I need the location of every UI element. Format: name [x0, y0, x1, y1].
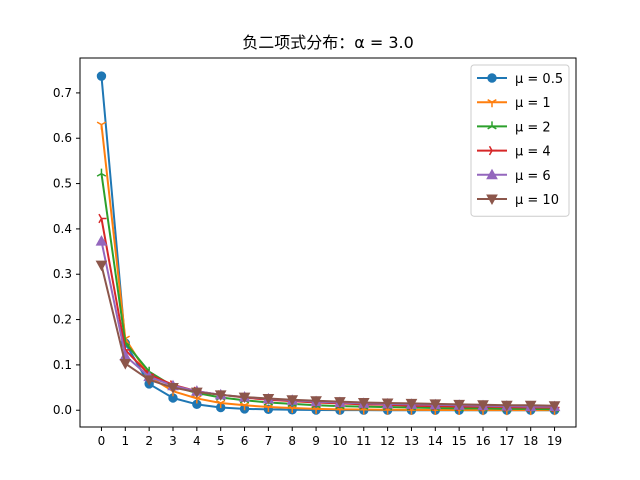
- data-point: [214, 390, 227, 401]
- data-point: [98, 213, 107, 224]
- legend-label: μ = 10: [515, 193, 559, 208]
- data-point: [190, 387, 203, 399]
- series-line: [100, 264, 555, 407]
- data-point: [96, 121, 107, 130]
- data-point: [487, 121, 497, 130]
- data-point: [405, 398, 418, 410]
- legend-item: μ = 10: [477, 193, 559, 208]
- data-point: [192, 395, 202, 404]
- y-tick-label: 0.3: [53, 267, 72, 281]
- x-tick-label: 19: [547, 434, 562, 448]
- x-tick-label: 9: [312, 434, 320, 448]
- data-point: [334, 397, 346, 408]
- legend: μ = 0.5 μ = 1 μ = 2 μ = 4 μ = 6 μ = 10: [470, 64, 570, 217]
- series-4: [98, 213, 560, 413]
- data-point: [429, 399, 442, 410]
- data-point: [143, 375, 156, 386]
- data-point: [286, 395, 299, 406]
- x-tick-label: 18: [523, 434, 538, 448]
- data-point: [167, 383, 179, 394]
- x-tick-label: 4: [193, 434, 201, 448]
- data-point: [95, 260, 108, 272]
- data-point: [262, 393, 275, 405]
- data-point: [487, 73, 497, 83]
- legend-label: μ = 4: [515, 145, 551, 160]
- legend-item: μ = 1: [477, 96, 551, 111]
- x-tick-label: 10: [332, 434, 347, 448]
- data-point: [96, 71, 107, 81]
- series-line: [100, 240, 555, 408]
- x-tick-label: 14: [428, 434, 443, 448]
- legend-item: μ = 2: [477, 120, 551, 135]
- data-point: [486, 194, 498, 206]
- legend-item: μ = 6: [477, 168, 551, 184]
- data-point: [486, 168, 498, 180]
- x-tick-label: 15: [452, 434, 467, 448]
- data-point: [453, 399, 466, 411]
- series-layer: [95, 71, 561, 416]
- data-point: [524, 400, 537, 412]
- x-tick-label: 1: [121, 434, 129, 448]
- y-tick-label: 0.0: [53, 403, 72, 417]
- data-point: [488, 145, 497, 156]
- x-tick-label: 2: [145, 434, 153, 448]
- data-point: [96, 168, 107, 177]
- data-point: [238, 392, 251, 404]
- x-tick-label: 0: [98, 434, 106, 448]
- data-point: [477, 400, 489, 411]
- series-line: [100, 218, 555, 409]
- legend-item: μ = 4: [477, 145, 551, 160]
- x-tick-label: 6: [241, 434, 249, 448]
- y-tick-label: 0.4: [53, 222, 72, 236]
- x-tick-label: 17: [499, 434, 514, 448]
- x-tick-label: 16: [475, 434, 490, 448]
- x-axis: 0 1 2 3 4 5 6 7 8 9 10 11 12 13 14 15 16 17 18 19: [98, 427, 562, 448]
- y-tick-label: 0.6: [53, 131, 72, 145]
- legend-label: μ = 0.5: [515, 72, 563, 87]
- legend-label: μ = 2: [515, 120, 551, 135]
- legend-item: μ = 0.5: [477, 72, 563, 87]
- chart-title: 负二项式分布：α = 3.0: [242, 33, 414, 52]
- y-axis: 0.0 0.1 0.2 0.3 0.4 0.5 0.6 0.7: [53, 86, 80, 417]
- x-tick-label: 12: [380, 434, 395, 448]
- y-tick-label: 0.1: [53, 358, 72, 372]
- y-tick-label: 0.7: [53, 86, 72, 100]
- data-point: [310, 396, 322, 407]
- y-tick-label: 0.5: [53, 177, 72, 191]
- x-tick-label: 7: [265, 434, 273, 448]
- data-point: [215, 399, 226, 408]
- series-6: [95, 260, 561, 412]
- data-point: [500, 400, 513, 412]
- plot-frame: [79, 57, 577, 428]
- x-tick-label: 3: [169, 434, 177, 448]
- data-point: [381, 398, 394, 410]
- x-tick-label: 8: [288, 434, 296, 448]
- y-tick-label: 0.2: [53, 313, 72, 327]
- x-tick-label: 13: [404, 434, 419, 448]
- x-tick-label: 11: [356, 434, 371, 448]
- data-point: [119, 359, 132, 370]
- x-tick-label: 5: [217, 434, 225, 448]
- plot-area: [79, 57, 577, 428]
- data-point: [357, 398, 370, 409]
- data-point: [548, 401, 561, 412]
- data-point: [487, 99, 497, 108]
- data-point: [95, 235, 108, 246]
- legend-label: μ = 6: [515, 169, 551, 184]
- legend-label: μ = 1: [515, 96, 551, 111]
